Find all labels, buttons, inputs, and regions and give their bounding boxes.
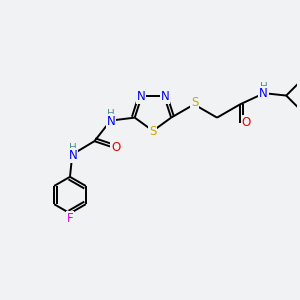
Text: H: H <box>107 109 115 119</box>
Text: N: N <box>137 90 146 103</box>
Text: O: O <box>111 141 120 154</box>
Text: H: H <box>260 82 267 92</box>
Text: S: S <box>149 125 157 138</box>
Text: N: N <box>160 90 169 103</box>
Text: N: N <box>259 87 268 100</box>
Text: O: O <box>242 116 251 129</box>
Text: S: S <box>191 96 198 110</box>
Text: H: H <box>69 143 77 153</box>
Text: N: N <box>68 149 77 162</box>
Text: F: F <box>67 212 73 225</box>
Text: N: N <box>107 115 116 128</box>
